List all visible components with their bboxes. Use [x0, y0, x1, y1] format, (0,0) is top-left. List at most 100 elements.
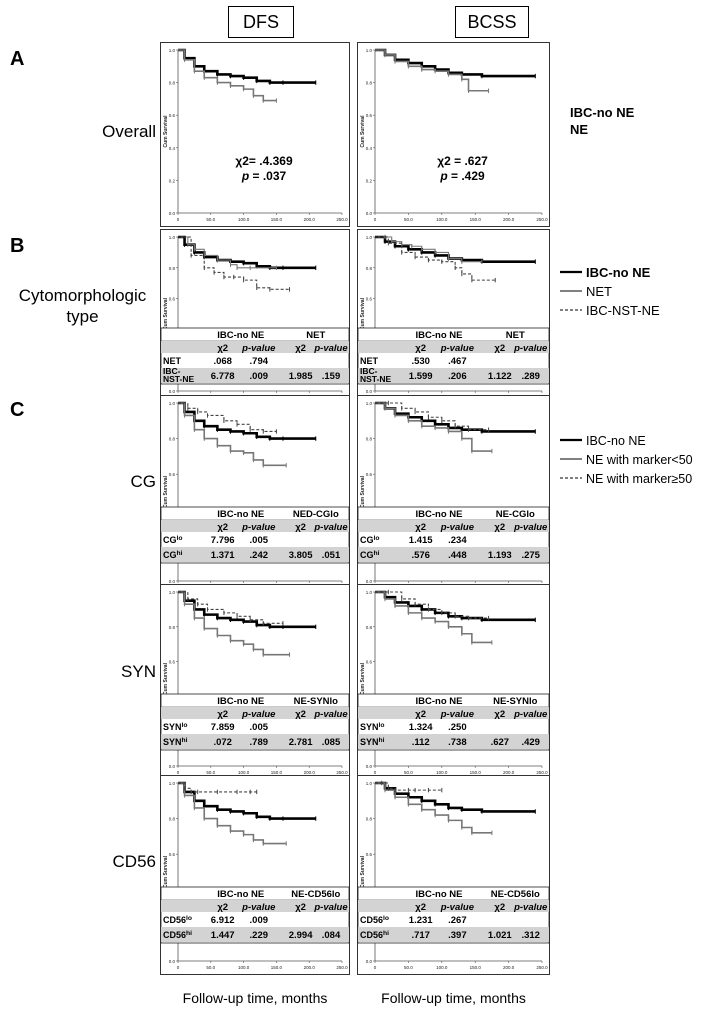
stats-table-cell: .789: [250, 737, 268, 748]
stats-table-cell: .242: [250, 550, 268, 561]
y-tick-label: 0.6: [366, 660, 373, 665]
stats-table-row-label: CD56lo: [163, 915, 192, 926]
stats-table-cell: .051: [322, 550, 341, 561]
y-tick-label: 1.0: [366, 590, 373, 595]
stats-table-row-bg: [358, 927, 549, 942]
p-value-annotation: p = .429: [439, 169, 485, 183]
stats-table-group-header: IBC-no NE: [217, 696, 264, 707]
y-tick-label: 0.8: [169, 625, 176, 630]
y-axis-label: Cum Survival: [360, 297, 366, 330]
y-tick-label: 1.0: [169, 401, 176, 406]
stats-table-cell: .005: [250, 535, 269, 546]
stats-table-cell: .250: [448, 722, 467, 733]
stats-table-group-header: NE-CD56lo: [291, 889, 340, 900]
stats-table-subheader: χ2: [295, 522, 306, 533]
stats-table-cell: 2.994: [289, 930, 313, 941]
stats-table-cell: 1.447: [211, 930, 235, 941]
stats-table-row-bg: [358, 368, 549, 383]
km-chart-overall-bcss: 0.0 0.2 0.4 0.6 0.8 1.0 Cum Survival 0 50.0 100.0…: [357, 42, 550, 227]
stats-table-cell: 1.599: [409, 371, 433, 382]
stats-table-row-label: SYNlo: [360, 722, 385, 733]
row-label-cyto-line1: Cytomorphologic: [18, 286, 147, 305]
y-tick-label: 0.0: [169, 211, 176, 216]
stats-table-row-bg: [161, 547, 349, 562]
stats-table-row-bg: [161, 368, 349, 383]
stats-table-group-header: IBC-no NE: [416, 696, 463, 707]
stats-table-row-label: SYNlo: [163, 722, 188, 733]
stats-table: IBC-no NE NE-CD56lo χ2 p-value χ2 p-value CD56…: [357, 886, 550, 944]
legend-cyto: IBC-no NE NET IBC-NST-NE: [560, 265, 660, 318]
stats-table-cell: 1.985: [289, 371, 313, 382]
stats-table-subheader: χ2: [217, 343, 228, 354]
stats-table-cell: .072: [213, 737, 232, 748]
y-tick-label: 0.8: [366, 81, 373, 86]
x-tick-label: 150.0: [470, 965, 482, 970]
x-tick-label: 200.0: [503, 965, 515, 970]
y-tick-label: 0.6: [169, 660, 176, 665]
stats-table-cell: .289: [521, 371, 540, 382]
x-tick-label: 100.0: [436, 217, 448, 222]
stats-table-row-label: CD56hi: [360, 930, 389, 941]
y-tick-label: 0.0: [366, 389, 373, 394]
stats-table-subheader: χ2: [295, 902, 306, 913]
y-axis-label: Cum Survival: [360, 662, 366, 695]
x-tick-label: 100.0: [436, 965, 448, 970]
chart-frame: [160, 42, 350, 227]
stats-table-cell: 7.796: [211, 535, 235, 546]
y-tick-label: 0.8: [366, 266, 373, 271]
stats-table-cell: .005: [250, 722, 269, 733]
y-tick-label: 0.6: [169, 472, 176, 477]
stats-table-cell: .429: [521, 737, 540, 748]
panel-letter-b: B: [10, 235, 25, 257]
stats-table-row-label: NET: [360, 356, 379, 366]
y-axis-label: Cum Survival: [163, 475, 169, 508]
y-tick-label: 1.0: [169, 235, 176, 240]
x-tick-label: 50.0: [206, 217, 215, 222]
y-axis-label: Cum Survival: [360, 475, 366, 508]
stats-table-subheader: χ2: [494, 902, 505, 913]
stats-table-row-label: SYNhi: [163, 737, 188, 748]
legend-overall: IBC-no NE NE: [570, 105, 634, 137]
stats-table: IBC-no NE NE-SYNlo χ2 p-value χ2 p-value SYNlo…: [160, 693, 350, 751]
x-tick-label: 250.0: [536, 770, 548, 775]
y-tick-label: 0.0: [366, 579, 373, 584]
stats-table-subheader-bg: [358, 520, 549, 532]
x-tick-label: 200.0: [503, 217, 515, 222]
y-tick-label: 0.8: [366, 817, 373, 822]
y-tick-label: 0.0: [169, 389, 176, 394]
stats-table-subheader: p-value: [440, 522, 475, 533]
chart-frame: [357, 775, 550, 975]
x-tick-label: 50.0: [206, 770, 215, 775]
stats-table-subheader: p-value: [241, 709, 276, 720]
km-series-1: [375, 782, 492, 834]
x-tick-label: 100.0: [238, 965, 250, 970]
row-label-overall: Overall: [102, 122, 156, 141]
y-tick-label: 0.0: [366, 764, 373, 769]
stats-table-subheader-bg: [358, 341, 549, 353]
legend-marker-item-2: NE with marker≥50: [586, 472, 692, 486]
y-tick-label: 0.8: [169, 817, 176, 822]
stats-table-cell: .738: [448, 737, 467, 748]
stats-table-subheader: p-value: [241, 522, 276, 533]
stats-table-cell: .234: [448, 535, 467, 546]
x-tick-label: 250.0: [536, 965, 548, 970]
stats-table-cell: .275: [521, 550, 540, 561]
stats-table-row-bg: [161, 734, 349, 749]
stats-table-group-header: NET: [506, 330, 525, 341]
km-series-2: [178, 782, 257, 793]
stats-table-subheader-bg: [161, 707, 349, 719]
stats-table-cell: 7.859: [211, 722, 235, 733]
stats-table-subheader-bg: [358, 900, 549, 912]
y-tick-label: 0.8: [366, 437, 373, 442]
x-tick-label: 0: [177, 770, 180, 775]
p-value-annotation: p = .037: [241, 169, 287, 183]
stats-table-cell: .717: [411, 930, 430, 941]
x-tick-label: 0: [374, 217, 377, 222]
km-series-1: [375, 591, 492, 644]
y-tick-label: 0.6: [169, 852, 176, 857]
x-tick-label: 250.0: [536, 217, 548, 222]
stats-table-row-label: CGhi: [163, 550, 183, 561]
